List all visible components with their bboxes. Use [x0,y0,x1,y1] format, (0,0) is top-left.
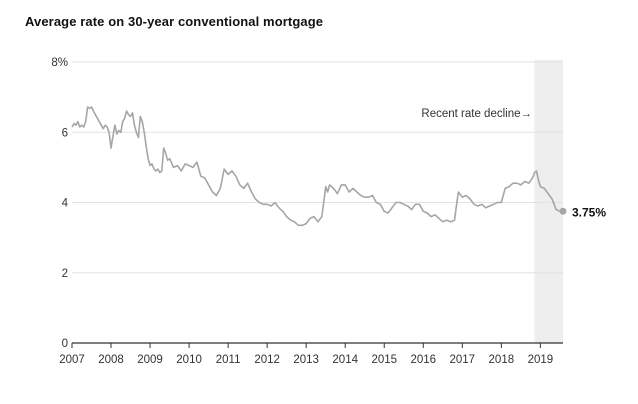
x-tick-label: 2013 [293,354,319,366]
x-tick-label: 2017 [450,354,476,366]
x-tick-label: 2014 [332,354,358,366]
end-value-label: 3.75% [572,205,606,219]
x-tick-label: 2019 [528,354,554,366]
end-point-marker [559,207,567,215]
x-tick-label: 2007 [59,354,85,366]
y-tick-label: 6 [62,127,68,139]
y-tick-label: 8% [51,57,68,69]
y-tick-label: 0 [62,338,68,350]
x-tick-label: 2008 [98,354,124,366]
y-tick-label: 4 [62,198,69,210]
x-tick-label: 2011 [216,354,241,366]
x-tick-label: 2015 [371,354,397,366]
mortgage-rate-line [71,106,563,227]
recent-decline-annotation: Recent rate decline→ [421,108,532,120]
recent-period-band [534,60,563,343]
chart-title: Average rate on 30-year conventional mor… [25,14,324,29]
y-tick-label: 2 [62,268,68,280]
x-tick-label: 2012 [254,354,280,366]
x-tick-label: 2016 [410,354,436,366]
x-tick-label: 2009 [137,354,163,366]
x-tick-label: 2010 [176,354,202,366]
x-tick-label: 2018 [489,354,515,366]
